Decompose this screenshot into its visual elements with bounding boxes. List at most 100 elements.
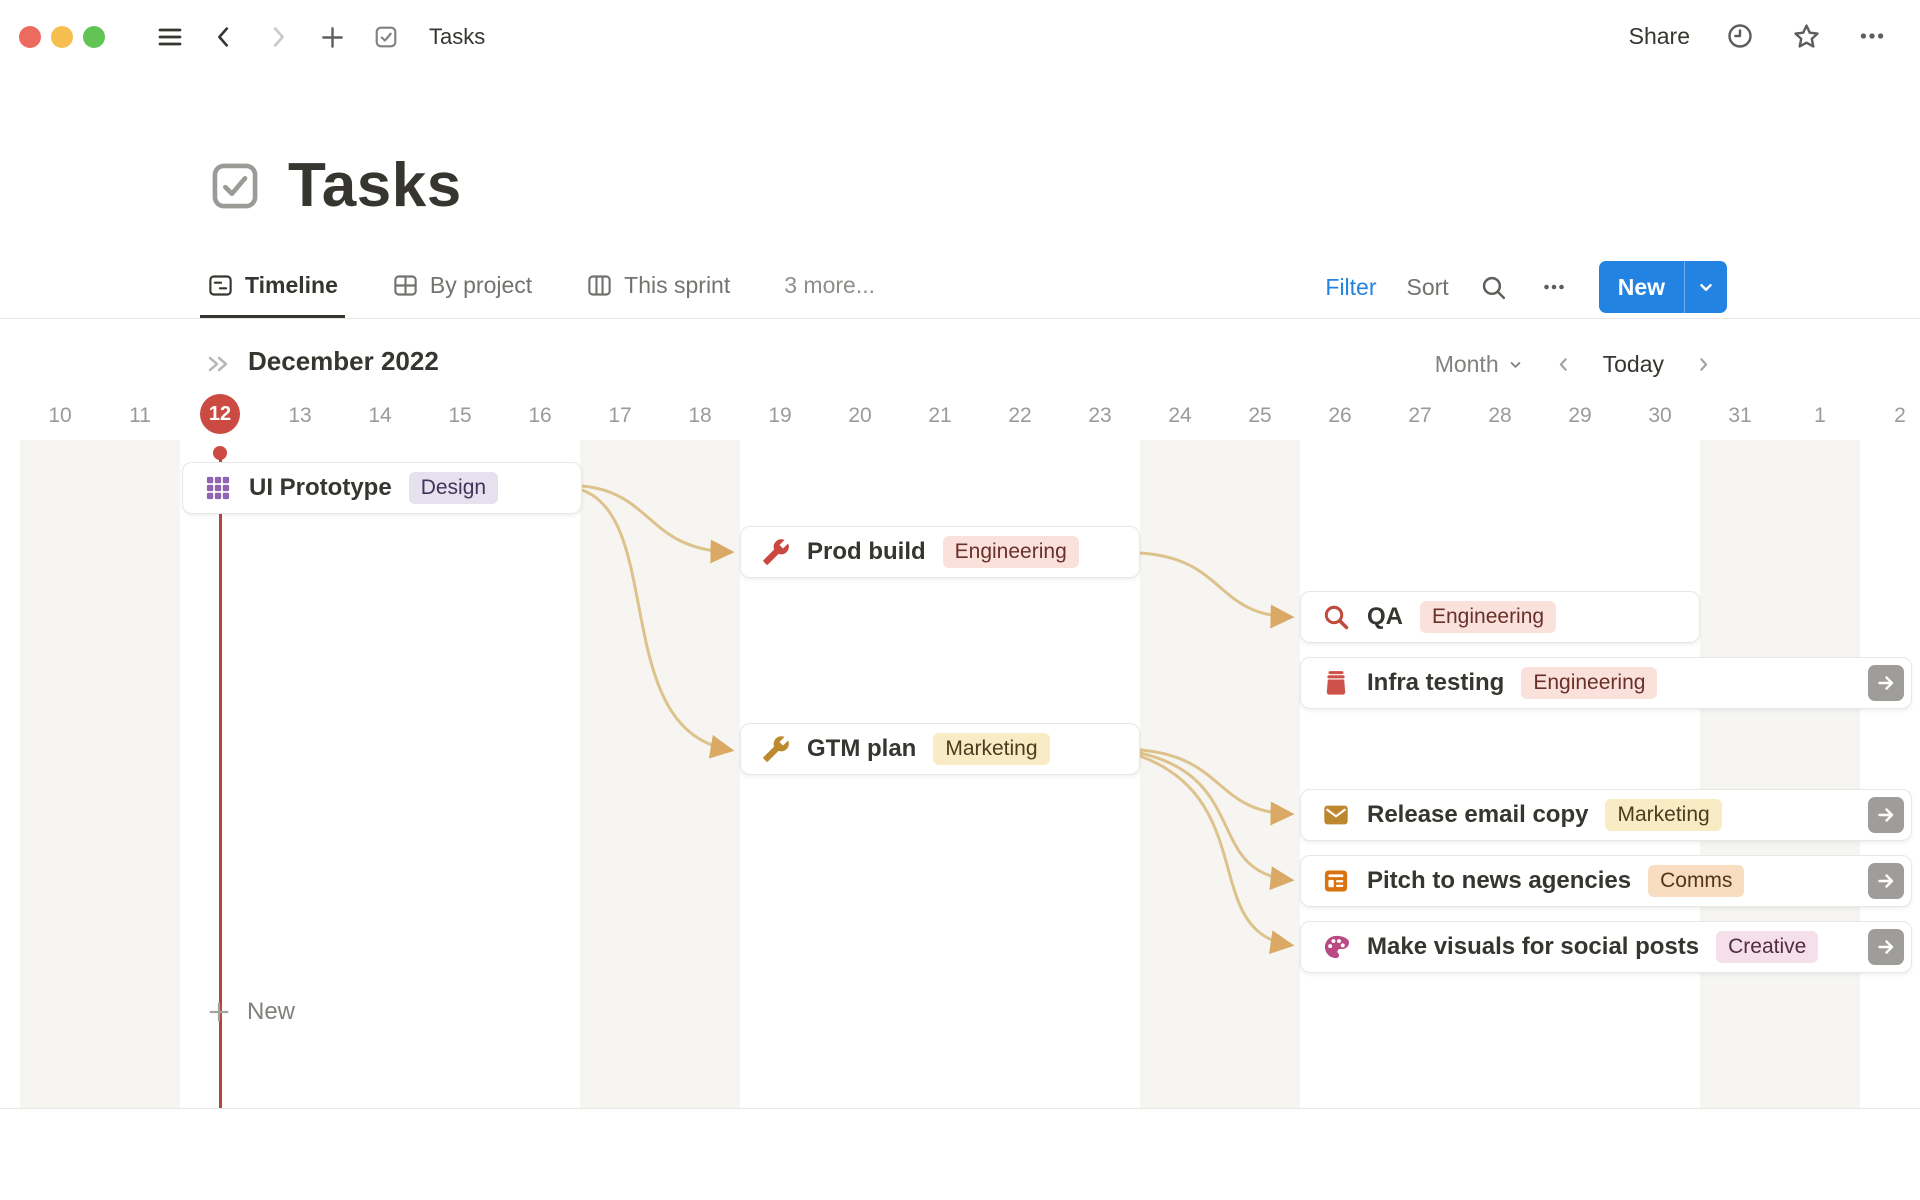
timeline-date-row: 10 11 12 13 14 15 16 17 18 19 20 21 22 23 24 25 26 27 28 29… — [0, 392, 1920, 440]
task-tag: Design — [408, 472, 499, 504]
more-options-icon[interactable] — [1856, 20, 1888, 52]
favorite-star-icon[interactable] — [1790, 20, 1822, 52]
date-cell[interactable]: 19 — [768, 404, 792, 427]
task-tag: Creative — [1716, 931, 1819, 963]
forward-icon[interactable] — [263, 22, 293, 52]
date-cell[interactable]: 10 — [48, 404, 72, 427]
double-chevron-expand-icon[interactable] — [204, 350, 232, 378]
tab-by-project[interactable]: By project — [385, 256, 539, 318]
task-tag: Engineering — [1521, 667, 1658, 699]
updates-clock-icon[interactable] — [1724, 20, 1756, 52]
task-tag: Engineering — [942, 536, 1079, 568]
new-task-button-label[interactable]: New — [1617, 273, 1665, 300]
task-name: GTM plan — [807, 735, 917, 762]
task-name: UI Prototype — [249, 474, 392, 501]
task-card[interactable]: Release email copy Marketing — [1300, 789, 1912, 841]
date-cell[interactable]: 24 — [1168, 404, 1192, 427]
search-icon[interactable] — [1479, 272, 1509, 302]
page-icon-checkbox[interactable] — [208, 159, 262, 213]
date-cell[interactable]: 15 — [448, 404, 472, 427]
timeline-view-icon — [207, 272, 234, 299]
date-cell[interactable]: 31 — [1728, 404, 1752, 427]
share-button[interactable]: Share — [1628, 22, 1690, 49]
magnifier-icon — [1322, 603, 1350, 631]
task-card[interactable]: Make visuals for social posts Creative — [1300, 921, 1912, 973]
timeline-month-title: December 2022 — [248, 346, 439, 376]
zoom-window-button[interactable] — [83, 26, 105, 48]
back-icon[interactable] — [209, 22, 239, 52]
date-cell[interactable]: 11 — [129, 404, 151, 427]
tab-label: 3 more... — [784, 272, 876, 298]
task-name: Make visuals for social posts — [1367, 933, 1700, 960]
open-task-arrow-button[interactable] — [1868, 665, 1904, 701]
tab-3-more[interactable]: 3 more... — [777, 256, 882, 318]
task-name: Pitch to news agencies — [1367, 867, 1632, 894]
toolbox-icon — [1322, 669, 1350, 697]
date-cell[interactable]: 26 — [1328, 404, 1352, 427]
task-card[interactable]: Pitch to news agencies Comms — [1300, 855, 1912, 907]
palette-icon — [1322, 933, 1350, 961]
date-cell-today[interactable]: 12 — [180, 392, 260, 440]
date-cell[interactable]: 13 — [288, 404, 312, 427]
new-task-button[interactable]: New — [1598, 261, 1727, 313]
task-card[interactable]: GTM plan Marketing — [740, 723, 1140, 775]
date-cell[interactable]: 23 — [1088, 404, 1112, 427]
window-topbar: Tasks Share — [0, 0, 1920, 76]
task-card[interactable]: UI Prototype Design — [182, 462, 582, 514]
weekend-column-shading — [1140, 440, 1300, 1108]
new-task-dropdown-button[interactable] — [1684, 261, 1727, 313]
date-cell[interactable]: 18 — [688, 404, 712, 427]
date-cell[interactable]: 17 — [608, 404, 632, 427]
date-cell[interactable]: 29 — [1568, 404, 1592, 427]
date-cell[interactable]: 25 — [1248, 404, 1272, 427]
breadcrumb-page-title[interactable]: Tasks — [429, 24, 486, 49]
new-page-plus-icon[interactable] — [317, 22, 347, 52]
filter-button[interactable]: Filter — [1325, 273, 1377, 300]
page-title: Tasks — [288, 151, 462, 220]
minimize-window-button[interactable] — [51, 26, 73, 48]
table-view-icon — [392, 272, 419, 299]
wrench-icon — [762, 735, 790, 763]
board-view-icon — [586, 272, 613, 299]
task-name: Prod build — [807, 538, 926, 565]
chevron-down-icon — [1510, 361, 1520, 368]
timeline-next-button[interactable] — [1691, 352, 1715, 376]
date-cell[interactable]: 27 — [1408, 404, 1432, 427]
tab-timeline[interactable]: Timeline — [200, 256, 345, 318]
date-cell[interactable]: 22 — [1008, 404, 1032, 427]
tab-label: By project — [429, 272, 533, 298]
timeline-prev-button[interactable] — [1552, 352, 1576, 376]
open-task-arrow-button[interactable] — [1868, 797, 1904, 833]
task-tag: Marketing — [933, 733, 1050, 765]
plus-icon — [206, 999, 232, 1025]
task-name: Infra testing — [1367, 669, 1505, 696]
open-task-arrow-button[interactable] — [1868, 929, 1904, 965]
date-cell[interactable]: 28 — [1488, 404, 1512, 427]
open-task-arrow-button[interactable] — [1868, 863, 1904, 899]
new-item-row[interactable]: New — [206, 998, 295, 1026]
today-marker-line — [219, 459, 222, 1108]
date-cell[interactable]: 2 — [1894, 404, 1906, 427]
timeline-scale-value: Month — [1434, 350, 1499, 377]
weekend-column-shading — [20, 440, 180, 1108]
task-name: QA — [1367, 603, 1403, 630]
timeline-today-button[interactable]: Today — [1602, 350, 1664, 377]
task-card[interactable]: Prod build Engineering — [740, 526, 1140, 578]
sidebar-menu-icon[interactable] — [155, 22, 185, 52]
task-card[interactable]: Infra testing Engineering — [1300, 657, 1912, 709]
news-icon — [1322, 867, 1350, 895]
task-tag: Marketing — [1605, 799, 1722, 831]
timeline-bottom-border — [0, 1108, 1920, 1109]
date-cell[interactable]: 21 — [928, 404, 952, 427]
date-cell[interactable]: 16 — [528, 404, 552, 427]
date-cell[interactable]: 20 — [848, 404, 872, 427]
tab-this-sprint[interactable]: This sprint — [579, 256, 737, 318]
view-options-icon[interactable] — [1539, 272, 1569, 302]
date-cell[interactable]: 14 — [368, 404, 392, 427]
date-cell[interactable]: 1 — [1814, 404, 1826, 427]
close-window-button[interactable] — [19, 26, 41, 48]
timeline-scale-select[interactable]: Month — [1435, 351, 1525, 378]
date-cell[interactable]: 30 — [1648, 404, 1672, 427]
sort-button[interactable]: Sort — [1406, 273, 1449, 300]
task-card[interactable]: QA Engineering — [1300, 591, 1700, 643]
